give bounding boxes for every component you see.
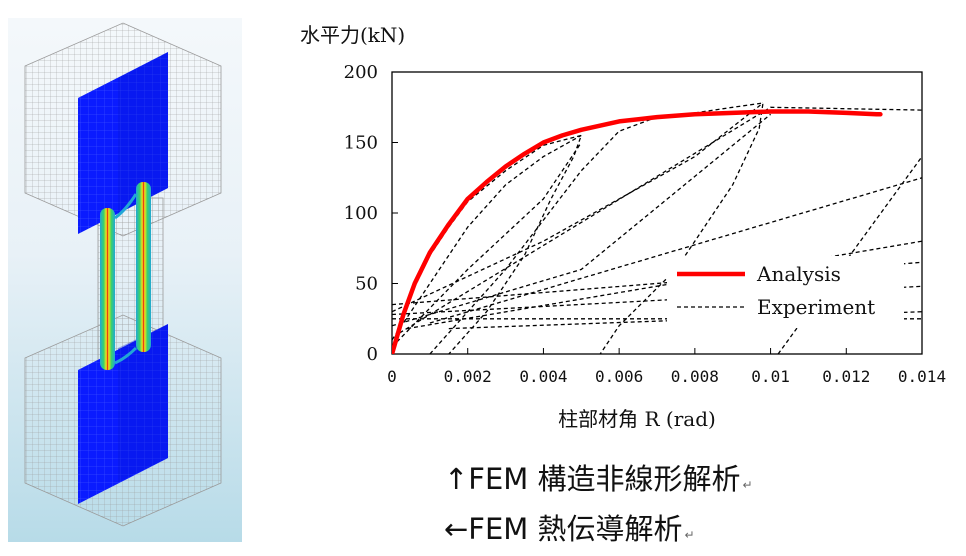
fem-heat-conduction-model (24, 22, 222, 527)
y-axis-label: 水平力(kN) (300, 23, 405, 47)
legend-label-experiment: Experiment (757, 295, 875, 319)
heated-web-left (100, 208, 115, 370)
x-tick-label: 0.008 (671, 367, 719, 386)
x-axis-label: 柱部材角 R (rad) (558, 407, 716, 431)
x-tick-label: 0.004 (519, 367, 567, 386)
y-tick-label: 50 (355, 274, 378, 295)
experiment-curve-2 (392, 142, 582, 348)
caption-structural-analysis: ↑FEM 構造非線形解析 ↵ (444, 456, 753, 498)
return-mark: ↵ (742, 478, 753, 492)
top-steel-shade (118, 52, 168, 214)
caption-heat-conduction-analysis: ←FEM 熱伝導解析 ↵ (444, 506, 695, 548)
x-tick-label: 0.002 (444, 367, 492, 386)
return-mark: ↵ (684, 528, 695, 542)
x-tick-label: 0.006 (595, 367, 643, 386)
legend-label-analysis: Analysis (756, 262, 841, 286)
experiment-curve-6 (399, 106, 922, 334)
legend-box (667, 256, 904, 328)
experiment-curve-3 (429, 102, 764, 354)
x-tick-label: 0.01 (751, 367, 790, 386)
experiment-curve-4 (392, 102, 764, 313)
bottom-steel-flange (78, 324, 168, 504)
legend: Analysis Experiment (667, 256, 904, 328)
y-tick-label: 100 (344, 203, 378, 224)
load-deformation-chart: 水平力(kN) 0 50 100 150 200 0 0.002 0.004 0.006 0.008… (300, 23, 946, 431)
y-tick-label: 0 (367, 344, 378, 365)
experiment-curve-1 (392, 134, 582, 341)
heated-web-right (136, 182, 151, 352)
heat-edge-bottom (114, 346, 138, 365)
experiment-curve-7 (777, 156, 922, 354)
caption-structural-text: ↑FEM 構造非線形解析 (444, 462, 741, 496)
analysis-curve (392, 109, 883, 354)
x-tick-label: 0.012 (822, 367, 870, 386)
y-tick-label: 200 (344, 62, 378, 83)
x-tick-label: 0.014 (898, 367, 946, 386)
heat-edge-top (114, 193, 138, 220)
experiment-curve-9 (406, 240, 922, 330)
bottom-steel-shade (118, 324, 168, 482)
caption-heat-text: ←FEM 熱伝導解析 (444, 512, 683, 546)
x-tick-label: 0 (387, 367, 397, 386)
experiment-curve-8 (429, 177, 922, 324)
experiment-curve-0 (392, 134, 583, 354)
y-tick-label: 150 (344, 133, 378, 154)
experiment-curve-5 (392, 113, 772, 327)
